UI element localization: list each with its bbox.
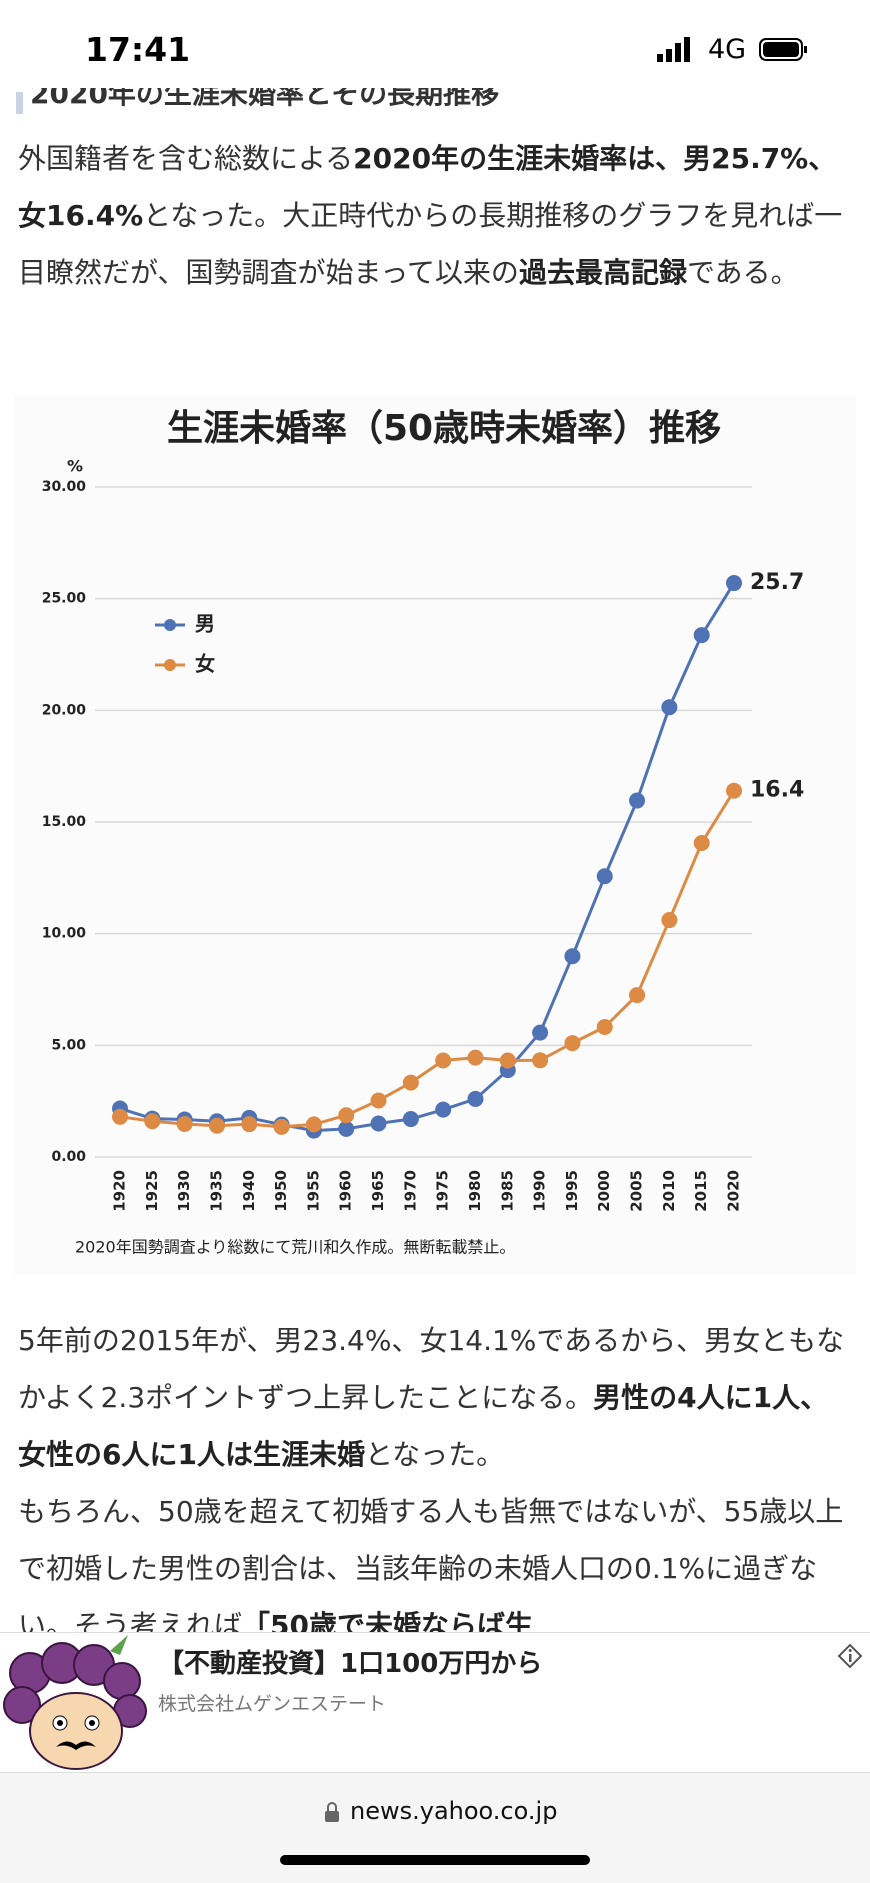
ad-banner[interactable]: 【不動産投資】1口100万円から 株式会社ムゲンエステート (0, 1632, 870, 1773)
text: もちろん、50歳を超えて初婚する人も皆無ではないが、55歳以上で初婚した男性の割… (18, 1495, 844, 1642)
x-tick-label: 1940 (240, 1170, 258, 1212)
data-point (338, 1107, 355, 1124)
bold-text: 2020年の生涯未婚率は、男25.7%、女16.4% (18, 142, 837, 232)
data-point (435, 1052, 452, 1069)
bold-text: 過去最高記録 (518, 256, 687, 289)
x-tick-label: 1930 (175, 1170, 193, 1212)
paragraph: もちろん、50歳を超えて初婚する人も皆無ではないが、55歳以上で初婚した男性の割… (18, 1483, 856, 1654)
x-tick-label: 1980 (466, 1170, 484, 1212)
ad-title[interactable]: 【不動産投資】1口100万円から (158, 1649, 543, 1679)
y-tick-label: 10.00 (42, 926, 87, 942)
ad-info-icon[interactable] (837, 1643, 863, 1669)
data-point (564, 948, 581, 965)
y-tick-label: 30.00 (42, 479, 87, 495)
text: 5年前の2015年が、男23.4%、女14.1%であるから、男女ともなかよく2.… (18, 1324, 845, 1414)
paragraph-group: 5年前の2015年が、男23.4%、女14.1%であるから、男女ともなかよく2.… (18, 1312, 856, 1654)
data-point (532, 1024, 549, 1041)
data-point (693, 834, 710, 851)
data-point (208, 1117, 225, 1134)
data-point (435, 1101, 452, 1118)
x-tick-label: 2000 (595, 1170, 613, 1212)
data-point (629, 792, 646, 809)
paragraph: 外国籍者を含む総数による2020年の生涯未婚率は、男25.7%、女16.4%とな… (18, 130, 856, 301)
y-tick-label: 15.00 (42, 814, 87, 830)
lock-icon (325, 1802, 339, 1822)
data-point (176, 1115, 193, 1132)
ad-advertiser: 株式会社ムゲンエステート (158, 1693, 387, 1715)
text: 外国籍者を含む総数による (18, 142, 354, 175)
clock: 17:41 (85, 30, 191, 69)
chart-background (14, 395, 856, 1275)
x-tick-label: 2015 (692, 1170, 710, 1212)
url[interactable]: news.yahoo.co.jp (350, 1797, 558, 1825)
data-point (596, 868, 613, 885)
text: となった。 (364, 1438, 505, 1471)
data-point (467, 1049, 484, 1066)
x-tick-label: 1955 (304, 1170, 322, 1212)
data-point (661, 912, 678, 929)
data-point (564, 1035, 581, 1052)
y-tick-label: 5.00 (51, 1037, 86, 1053)
data-point (499, 1052, 516, 1069)
x-tick-label: 1960 (337, 1170, 355, 1212)
source-note: 2020年国勢調査より総数にて荒川和久作成。無断転載禁止。 (75, 1238, 515, 1257)
end-label: 25.7 (750, 570, 804, 595)
paragraph: 外国籍者を含む総数による2020年の生涯未婚率は、男25.7%、女16.4%とな… (18, 130, 856, 301)
x-tick-label: 2020 (725, 1170, 743, 1212)
data-point (305, 1116, 322, 1133)
y-tick-label: 25.00 (42, 591, 87, 607)
x-tick-label: 2005 (628, 1170, 646, 1212)
chart: 生涯未婚率（50歳時未婚率）推移 % 2020年国勢調査より総数にて荒川和久作成… (14, 395, 856, 1275)
data-point (402, 1111, 419, 1128)
x-tick-label: 1985 (498, 1170, 516, 1212)
y-unit: % (67, 457, 83, 476)
data-point (370, 1092, 387, 1109)
data-point (338, 1120, 355, 1137)
end-label: 16.4 (750, 778, 804, 803)
status-bar: 17:41 4G (0, 0, 870, 88)
x-tick-label: 1965 (369, 1170, 387, 1212)
text: となった。大正時代からの長期推移のグラフを見れば一目瞭然だが、国勢調査が始まって… (18, 199, 843, 289)
data-point (467, 1090, 484, 1107)
legend-label: 男 (195, 612, 215, 636)
x-tick-label: 1920 (111, 1170, 129, 1212)
x-tick-label: 1950 (272, 1170, 290, 1212)
x-tick-label: 1995 (563, 1170, 581, 1212)
x-tick-label: 2010 (660, 1170, 678, 1212)
x-tick-label: 1925 (143, 1170, 161, 1212)
status-icons (657, 37, 807, 62)
data-point (370, 1115, 387, 1132)
heading-marker (16, 92, 23, 114)
home-indicator (280, 1855, 590, 1865)
data-point (726, 782, 742, 799)
data-point (241, 1116, 258, 1133)
data-point (596, 1019, 613, 1036)
x-tick-label: 1975 (434, 1170, 452, 1212)
y-tick-label: 0.00 (51, 1149, 86, 1165)
paragraph: 5年前の2015年が、男23.4%、女14.1%であるから、男女ともなかよく2.… (18, 1312, 856, 1483)
data-point (693, 627, 710, 644)
browser-bar: news.yahoo.co.jp (0, 1772, 870, 1883)
data-point (402, 1074, 419, 1091)
text: である。 (686, 256, 799, 289)
legend-marker (164, 659, 176, 671)
data-point (629, 987, 646, 1004)
legend-marker (164, 619, 176, 631)
ad-mascot (3, 1635, 147, 1770)
data-point (532, 1052, 549, 1069)
x-tick-label: 1990 (531, 1170, 549, 1212)
y-tick-label: 20.00 (42, 702, 87, 718)
data-point (661, 699, 678, 716)
data-point (112, 1108, 128, 1125)
data-point (144, 1113, 161, 1130)
network-type: 4G (708, 34, 747, 65)
x-tick-label: 1935 (207, 1170, 225, 1212)
chart-title: 生涯未婚率（50歳時未婚率）推移 (167, 408, 721, 449)
data-point (273, 1118, 290, 1135)
data-point (726, 575, 742, 592)
bold-text: 男性の4人に1人、女性の6人に1人は生涯未婚 (18, 1381, 829, 1471)
legend-label: 女 (195, 652, 215, 676)
x-tick-label: 1970 (401, 1170, 419, 1212)
